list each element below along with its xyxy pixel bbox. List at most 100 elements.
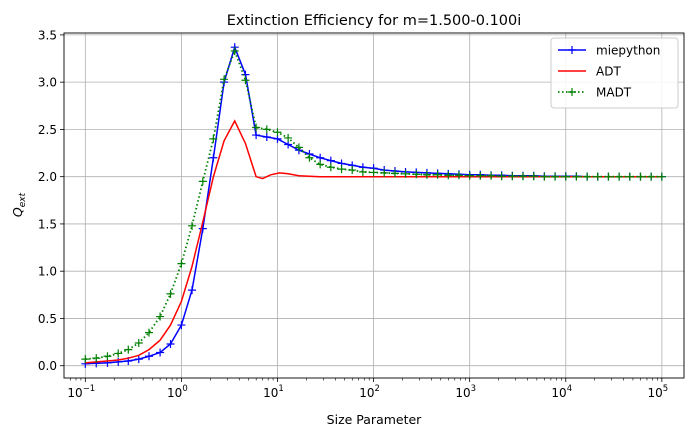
x-tick-label: 10−1 xyxy=(67,384,95,400)
x-tick-base: 10 xyxy=(551,386,566,400)
data-point xyxy=(497,172,506,181)
data-point xyxy=(198,224,207,233)
y-axis-label-base: Q xyxy=(10,207,25,217)
data-point xyxy=(583,172,592,181)
legend-label: MADT xyxy=(596,86,632,100)
data-point xyxy=(593,172,602,181)
data-point xyxy=(572,172,581,181)
y-tick-label: 2.5 xyxy=(38,123,57,137)
data-point xyxy=(92,354,101,363)
data-point xyxy=(177,259,186,268)
data-point xyxy=(508,172,517,181)
y-tick-label: 1.0 xyxy=(38,265,57,279)
data-point xyxy=(114,349,123,358)
legend-entry: ADT xyxy=(558,65,621,79)
y-tick-label: 2.0 xyxy=(38,170,57,184)
data-point xyxy=(615,172,624,181)
data-point xyxy=(103,352,112,361)
data-point xyxy=(273,128,282,137)
x-tick-exponent: 5 xyxy=(663,384,668,394)
data-point xyxy=(188,221,197,230)
legend: miepython ADT MADT xyxy=(550,37,679,109)
data-point xyxy=(326,163,335,172)
data-point xyxy=(81,355,90,364)
x-tick-base: 10 xyxy=(455,386,470,400)
x-tick-base: 10 xyxy=(167,386,182,400)
data-point xyxy=(220,75,229,84)
data-point xyxy=(134,339,143,348)
legend-entry: miepython xyxy=(558,44,660,58)
x-tick-label: 100 xyxy=(167,384,188,400)
legend-marker xyxy=(568,46,576,54)
data-point xyxy=(369,168,378,177)
x-axis-ticks: 10−1 100 101 102 103 104 105 xyxy=(67,378,668,400)
data-point xyxy=(401,169,410,178)
x-tick-base: 10 xyxy=(359,386,374,400)
y-axis-label: Qext xyxy=(10,192,28,217)
data-point xyxy=(657,172,666,181)
data-point xyxy=(156,312,165,321)
data-point xyxy=(412,170,421,179)
data-point xyxy=(390,169,399,178)
x-tick-label: 102 xyxy=(359,384,380,400)
series-adt xyxy=(85,119,662,364)
x-tick-label: 104 xyxy=(551,384,572,400)
data-point xyxy=(519,172,528,181)
data-point xyxy=(625,172,634,181)
data-point xyxy=(156,348,165,357)
x-tick-label: 105 xyxy=(648,384,669,400)
x-tick-exponent: −1 xyxy=(83,384,96,394)
data-point xyxy=(380,168,389,177)
y-tick-label: 3.5 xyxy=(38,28,57,42)
data-point xyxy=(454,171,463,180)
legend-marker xyxy=(568,88,576,96)
data-point xyxy=(166,289,175,298)
data-point xyxy=(551,172,560,181)
data-point xyxy=(305,153,314,162)
data-point xyxy=(647,172,656,181)
x-tick-base: 10 xyxy=(648,386,663,400)
data-point xyxy=(465,171,474,180)
legend-label: miepython xyxy=(596,44,660,58)
data-point xyxy=(252,123,261,132)
data-point xyxy=(145,328,154,337)
data-point xyxy=(358,167,367,176)
data-point xyxy=(422,170,431,179)
data-point xyxy=(134,355,143,364)
data-point xyxy=(561,172,570,181)
x-tick-base: 10 xyxy=(67,386,82,400)
data-point xyxy=(529,172,538,181)
plot-frame xyxy=(63,32,685,379)
series-madt xyxy=(81,46,666,364)
data-point xyxy=(177,321,186,330)
data-point xyxy=(294,143,303,152)
x-tick-exponent: 4 xyxy=(567,384,572,394)
x-tick-exponent: 3 xyxy=(471,384,476,394)
data-point xyxy=(188,286,197,295)
data-point xyxy=(252,131,261,140)
data-point xyxy=(230,46,239,55)
data-point xyxy=(209,153,218,162)
x-tick-exponent: 1 xyxy=(278,384,283,394)
legend-box xyxy=(550,37,679,109)
data-point xyxy=(145,352,154,361)
series-layer xyxy=(81,43,666,368)
x-tick-exponent: 0 xyxy=(182,384,187,394)
x-axis-label: Size Parameter xyxy=(327,412,423,427)
data-point xyxy=(337,165,346,174)
data-point xyxy=(444,171,453,180)
y-axis-label-sub: ext xyxy=(18,192,28,207)
data-point xyxy=(433,170,442,179)
data-point xyxy=(487,171,496,180)
series-line-adt xyxy=(85,119,662,364)
y-tick-label: 0.0 xyxy=(38,359,57,373)
data-point xyxy=(166,339,175,348)
data-point xyxy=(209,134,218,143)
data-point xyxy=(348,166,357,175)
x-tick-exponent: 2 xyxy=(375,384,380,394)
legend-label: ADT xyxy=(596,65,621,79)
data-point xyxy=(262,125,271,134)
data-point xyxy=(284,133,293,142)
data-point xyxy=(540,172,549,181)
